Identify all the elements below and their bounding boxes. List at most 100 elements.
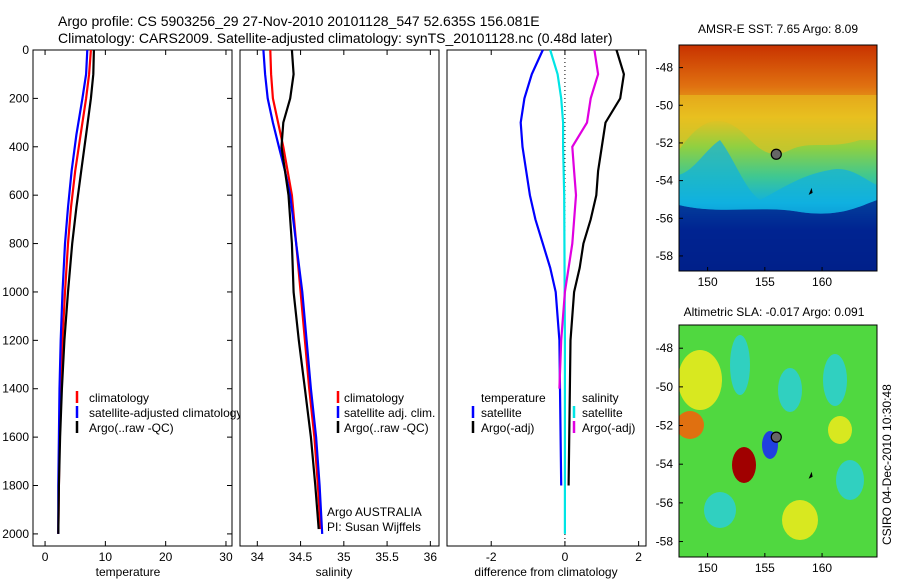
lat-tick-label: -56	[656, 211, 674, 225]
lon-tick-label: 150	[698, 561, 718, 575]
lon-tick-label: 160	[812, 561, 832, 575]
legend-label-sal-satellite: satellite	[582, 406, 623, 420]
difference-plot-frame	[446, 49, 647, 547]
salinity-panel: 34 34.5 35 35.5 36 salinity climatology sate…	[239, 49, 440, 579]
drift-arrow-icon	[808, 471, 813, 479]
sst-map-frame	[678, 44, 878, 272]
series-line-satellite-adj-clim	[262, 49, 324, 534]
sst-cold-pool	[679, 200, 877, 271]
lat-tick-label: -48	[656, 341, 674, 355]
lon-tick-label: 155	[755, 561, 775, 575]
sst-front	[679, 140, 877, 214]
depth-tick-label: 200	[9, 91, 29, 105]
argo-position-marker	[770, 431, 782, 443]
x-tick-label: 0	[42, 550, 49, 564]
difference-legend: temperature satellite Argo(-adj) salinit…	[471, 391, 635, 435]
temperature-axis-label: temperature	[96, 565, 161, 579]
sla-anomaly-orange	[679, 411, 704, 439]
sla-map-field	[679, 325, 877, 557]
sla-anomaly-cyan-3	[823, 354, 847, 406]
x-tick-label: 36	[424, 550, 438, 564]
series-line-argo-raw-qc	[57, 49, 95, 534]
temperature-plot-frame	[32, 49, 233, 547]
series-line-salinity-satellite	[549, 49, 567, 534]
legend-label-satellite: satellite adj. clim.	[344, 406, 435, 420]
sla-map-ticks: 150 155 160 -48 -50 -52 -54 -56 -58	[656, 341, 833, 575]
sla-map-panel: Altimetric SLA: -0.017 Argo: 0.091 150 15…	[656, 305, 878, 575]
x-tick-label: -2	[486, 550, 497, 564]
legend-label-sal-argo: Argo(-adj)	[582, 421, 635, 435]
series-line-temperature-satellite	[519, 49, 563, 486]
figure-title-line2: Climatology: CARS2009. Satellite-adjuste…	[58, 30, 613, 46]
figure-title-line1: Argo profile: CS 5903256_29 27-Nov-2010 …	[58, 13, 540, 29]
legend-label-climatology: climatology	[89, 391, 149, 405]
lat-tick-label: -58	[656, 535, 674, 549]
x-tick-label: 35.5	[375, 550, 399, 564]
argo-program-annotation: Argo AUSTRALIA	[327, 505, 422, 519]
sst-map-ticks: 150 155 160 -48 -50 -52 -54 -56 -58	[656, 61, 833, 289]
lat-tick-label: -54	[656, 174, 674, 188]
x-tick-label: 34.5	[289, 550, 313, 564]
series-line-satellite-adjusted-climatology	[57, 49, 89, 534]
salinity-axis-ticks: 34 34.5 35 35.5 36	[251, 50, 438, 564]
x-tick-label: 20	[159, 550, 173, 564]
legend-label-argo: Argo(..raw -QC)	[89, 421, 174, 435]
temperature-axis-ticks: 0 10 20 30	[42, 50, 233, 564]
lat-tick-label: -50	[656, 98, 674, 112]
legend-label-satellite: satellite-adjusted climatology	[89, 406, 242, 420]
depth-tick-label: 2000	[2, 527, 29, 541]
depth-tick-label: 0	[22, 43, 29, 57]
lat-tick-label: -54	[656, 457, 674, 471]
argo-pi-annotation: PI: Susan Wijffels	[327, 520, 421, 534]
series-line-salinity-argo-adj	[558, 49, 600, 389]
argo-position-marker	[770, 148, 782, 160]
lat-tick-label: -52	[656, 419, 674, 433]
x-tick-label: 2	[635, 550, 642, 564]
legend-header-temperature: temperature	[481, 391, 546, 405]
series-line-temperature-argo-adj	[567, 49, 626, 486]
series-line-argo-raw-qc	[280, 49, 320, 530]
sla-anomaly-yellow-2	[782, 500, 818, 540]
x-tick-label: 0	[562, 550, 569, 564]
lat-tick-label: -52	[656, 136, 674, 150]
sla-anomaly-red	[732, 447, 756, 483]
lon-tick-label: 155	[755, 275, 775, 289]
sla-anomaly-cyan-2	[778, 368, 802, 412]
sst-warm-tongue	[679, 95, 877, 155]
depth-tick-label: 1000	[2, 285, 29, 299]
legend-header-salinity: salinity	[582, 391, 619, 405]
legend-label-temp-argo: Argo(-adj)	[481, 421, 534, 435]
difference-panel: -2 0 2 difference from climatology tempera…	[446, 49, 647, 579]
salinity-axis-label: salinity	[316, 565, 353, 579]
salinity-series-group	[262, 49, 324, 534]
sla-map-frame	[678, 324, 878, 558]
lat-tick-label: -56	[656, 496, 674, 510]
sla-anomaly-cyan-1	[730, 335, 750, 395]
lat-tick-label: -50	[656, 380, 674, 394]
legend-label-climatology: climatology	[344, 391, 404, 405]
depth-tick-label: 400	[9, 140, 29, 154]
difference-series-group	[519, 49, 626, 534]
salinity-plot-frame	[239, 49, 440, 547]
legend-label-temp-satellite: satellite	[481, 406, 522, 420]
depth-tick-label: 1200	[2, 333, 29, 347]
depth-tick-label: 1800	[2, 479, 29, 493]
x-tick-label: 34	[251, 550, 265, 564]
temperature-legend: climatology satellite-adjusted climatolo…	[75, 391, 242, 435]
x-tick-label: 10	[99, 550, 113, 564]
difference-axis-ticks: -2 0 2	[486, 50, 642, 564]
temperature-series-group	[57, 49, 95, 534]
lon-tick-label: 160	[812, 275, 832, 289]
depth-tick-label: 1400	[2, 382, 29, 396]
lat-tick-label: -58	[656, 249, 674, 263]
sla-anomaly-yellow-3	[828, 416, 852, 444]
legend-label-argo: Argo(..raw -QC)	[344, 421, 429, 435]
lon-tick-label: 150	[698, 275, 718, 289]
lat-tick-label: -48	[656, 61, 674, 75]
drift-arrow-icon	[808, 187, 813, 195]
sst-map-panel: AMSR-E SST: 7.65 Argo: 8.09 150 155 160 -48…	[656, 22, 878, 289]
depth-tick-label: 800	[9, 237, 29, 251]
sst-map-field	[679, 45, 877, 271]
x-tick-label: 30	[219, 550, 233, 564]
